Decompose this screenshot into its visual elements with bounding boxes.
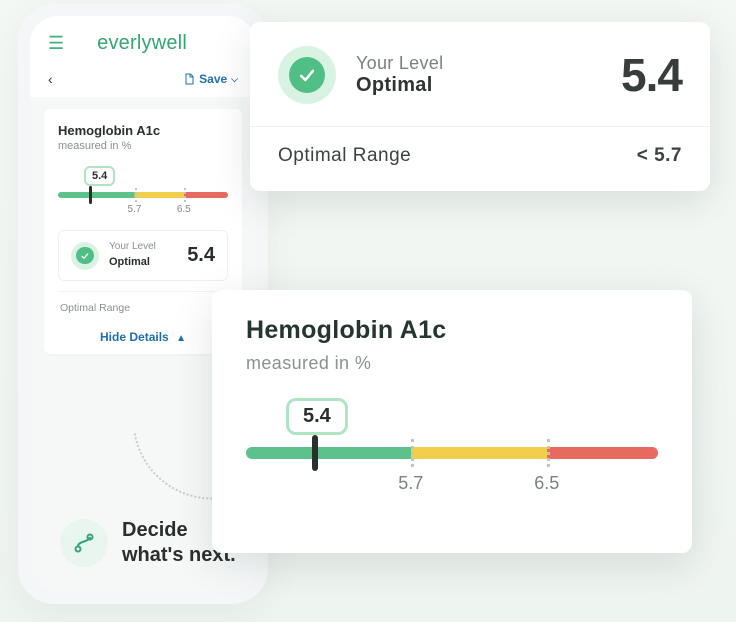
level-text: Your Level Optimal	[356, 53, 443, 97]
save-label: Save	[199, 72, 227, 86]
menu-icon[interactable]: ☰	[48, 33, 64, 54]
decide-row: Decide what's next.	[60, 518, 236, 568]
gauge-separator-1	[411, 439, 414, 467]
range-row: Optimal Range < 5.7	[278, 127, 682, 167]
mini-level-text: Your Level Optimal	[109, 241, 156, 270]
mini-separator-1	[135, 188, 137, 202]
range-value: < 5.7	[637, 145, 682, 167]
mini-gauge-ticks: 5.7 6.5	[58, 204, 228, 216]
gauge: 5.4 5.7 6.5	[246, 398, 658, 497]
mini-level-value: 5.4	[187, 244, 215, 267]
mini-gauge: 5.4 5.7 6.5	[58, 166, 228, 216]
mini-range-label: Optimal Range	[58, 291, 228, 316]
gauge-tick-2: 6.5	[534, 473, 559, 494]
level-value: 5.4	[621, 48, 682, 102]
level-card-row: Your Level Optimal 5.4	[278, 46, 682, 104]
gauge-marker-line	[312, 435, 318, 471]
gauge-track	[246, 447, 658, 459]
level-label: Optimal	[356, 74, 433, 96]
mini-level-row: Your Level Optimal 5.4	[58, 230, 228, 281]
mini-gauge-track	[58, 192, 228, 198]
save-button[interactable]: Save ⌵	[183, 72, 238, 86]
brand-logo: everlywell	[97, 32, 187, 55]
check-icon	[71, 242, 99, 270]
level-small: Your Level	[356, 53, 443, 74]
gauge-subtitle: measured in %	[246, 353, 658, 374]
mini-level-label: Optimal	[109, 256, 150, 268]
range-label: Optimal Range	[278, 145, 411, 167]
hide-details-label: Hide Details	[100, 330, 169, 344]
route-icon	[60, 519, 108, 567]
mini-separator-2	[184, 188, 186, 202]
mini-tick-2: 6.5	[177, 204, 191, 215]
chevron-down-icon: ⌵	[231, 74, 238, 85]
mini-tick-1: 5.7	[128, 204, 142, 215]
gauge-tick-1: 5.7	[398, 473, 423, 494]
document-icon	[183, 73, 195, 85]
gauge-title: Hemoglobin A1c	[246, 316, 658, 345]
level-card: Your Level Optimal 5.4 Optimal Range < 5…	[250, 22, 710, 191]
gauge-card: Hemoglobin A1c measured in % 5.4 5.7 6.5	[212, 290, 692, 553]
back-button[interactable]: ‹	[48, 71, 53, 87]
phone-header: ☰ everlywell	[30, 16, 256, 65]
hide-details-button[interactable]: Hide Details ▲	[58, 330, 228, 344]
gauge-separator-2	[547, 439, 550, 467]
check-icon	[278, 46, 336, 104]
mini-subtitle: measured in %	[58, 140, 228, 152]
gauge-marker-value: 5.4	[286, 398, 348, 435]
mini-title: Hemoglobin A1c	[58, 123, 228, 138]
gauge-ticks: 5.7 6.5	[246, 473, 658, 497]
phone-subheader: ‹ Save ⌵	[30, 65, 256, 97]
mini-level-small: Your Level	[109, 241, 156, 252]
mini-marker-value: 5.4	[84, 166, 115, 186]
chevron-up-icon: ▲	[176, 333, 186, 344]
mini-marker-line	[89, 186, 92, 204]
